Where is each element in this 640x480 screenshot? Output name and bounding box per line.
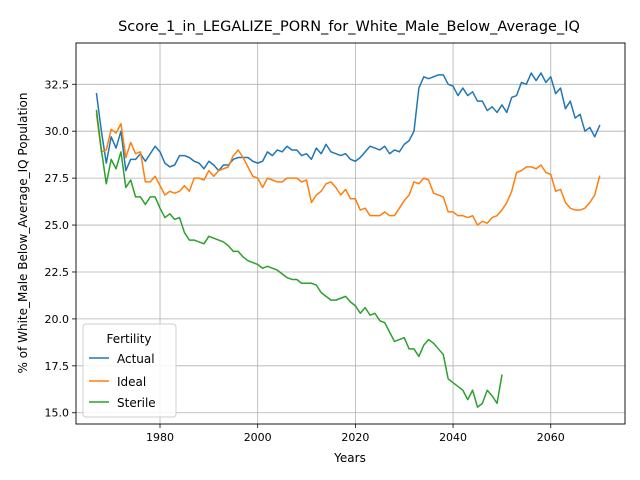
legend-label-sterile: Sterile — [117, 396, 156, 410]
y-axis-ticks: 15.0 17.5 20.0 22.5 25.0 27.5 30.0 32.5 — [45, 78, 76, 420]
legend-box — [82, 323, 177, 418]
series-line-actual — [95, 72, 601, 172]
y-axis-label: % of White_Male Below_Average_IQ Populat… — [16, 93, 30, 374]
y-tick-label: 25.0 — [45, 219, 70, 232]
series-line-ideal — [95, 113, 601, 226]
x-axis-ticks: 1980 2000 2020 2040 2060 — [146, 424, 565, 444]
chart-title: Score_1_in_LEGALIZE_PORN_for_White_Male_… — [118, 19, 580, 35]
grid — [76, 43, 625, 424]
y-tick-label: 27.5 — [45, 172, 70, 185]
plot-area — [75, 42, 626, 425]
legend-title: Fertility — [106, 332, 151, 346]
plot-frame — [75, 42, 626, 425]
x-axis-label: Years — [333, 451, 366, 465]
legend-label-actual: Actual — [117, 352, 155, 366]
y-tick-label: 30.0 — [45, 125, 70, 138]
x-tick-label: 1980 — [146, 431, 174, 444]
y-tick-label: 22.5 — [45, 266, 70, 279]
series-line-sterile — [95, 109, 503, 408]
x-tick-label: 2060 — [537, 431, 565, 444]
y-tick-label: 17.5 — [45, 360, 70, 373]
x-tick-label: 2040 — [439, 431, 467, 444]
series-lines — [95, 72, 601, 408]
y-tick-label: 15.0 — [45, 407, 70, 420]
y-tick-label: 32.5 — [45, 78, 70, 91]
legend: Fertility Actual Ideal Sterile — [82, 323, 177, 418]
y-tick-label: 20.0 — [45, 313, 70, 326]
x-tick-label: 2000 — [244, 431, 272, 444]
x-tick-label: 2020 — [341, 431, 369, 444]
legend-label-ideal: Ideal — [117, 375, 146, 389]
